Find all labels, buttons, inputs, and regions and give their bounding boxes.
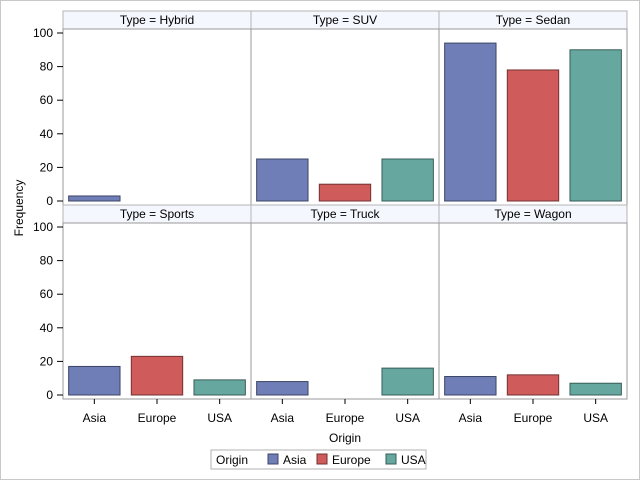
legend-title: Origin xyxy=(216,453,248,467)
panel: Type = Sports xyxy=(62,204,252,400)
panel: Type = Truck xyxy=(250,204,440,400)
y-tick-label: 100 xyxy=(33,26,53,40)
bar-usa xyxy=(193,379,246,396)
bar-asia xyxy=(256,381,309,396)
x-tick-label: Europe xyxy=(514,411,553,425)
legend: Origin Asia Europe USA xyxy=(210,449,427,470)
panel-plot-area xyxy=(62,28,252,206)
bar-usa xyxy=(569,49,622,202)
bar-europe xyxy=(506,69,560,202)
bar-asia xyxy=(68,365,121,396)
panel: Type = Sedan xyxy=(438,10,628,206)
bar-europe xyxy=(318,183,372,202)
panel: Type = SUV xyxy=(250,10,440,206)
y-axis-label: Frequency xyxy=(12,180,26,237)
panel: Type = Wagon xyxy=(438,204,628,400)
y-tick-label: 0 xyxy=(46,388,53,402)
x-tick-label: USA xyxy=(395,411,420,425)
x-tick-label: Asia xyxy=(271,411,295,425)
y-tick-label: 0 xyxy=(46,194,53,208)
bar-asia xyxy=(444,376,497,396)
bar-usa xyxy=(569,382,622,396)
x-axis-label: Origin xyxy=(329,431,361,445)
legend-swatch-usa xyxy=(385,453,397,465)
y-tick-label: 80 xyxy=(40,254,54,268)
bar-asia xyxy=(444,42,497,202)
panel: Type = Hybrid xyxy=(62,10,252,206)
y-tick-label: 20 xyxy=(40,354,54,368)
y-tick-label: 60 xyxy=(40,93,54,107)
panel-title: Type = Hybrid xyxy=(120,13,194,27)
x-tick-label: USA xyxy=(207,411,232,425)
panel-title: Type = Sports xyxy=(120,207,194,221)
bar-europe xyxy=(130,355,184,396)
panel-grid: Type = Hybrid Type = SUV Type = Sedan Type … xyxy=(62,10,628,400)
bar-asia xyxy=(68,195,121,202)
y-tick-label: 40 xyxy=(40,127,54,141)
x-axis: Asia Europe USA Asia Europe USA Asia Europe USA xyxy=(83,399,608,425)
x-tick-label: Asia xyxy=(83,411,107,425)
x-tick-label: Asia xyxy=(459,411,483,425)
bar-europe xyxy=(506,374,560,396)
x-tick-label: Europe xyxy=(326,411,365,425)
legend-entry: Asia xyxy=(283,453,307,467)
panel-title: Type = Wagon xyxy=(494,207,571,221)
x-tick-label: Europe xyxy=(138,411,177,425)
legend-swatch-asia xyxy=(267,453,279,465)
panel-title: Type = SUV xyxy=(313,13,377,27)
legend-swatch-europe xyxy=(316,453,328,465)
panel-title: Type = Truck xyxy=(310,207,380,221)
y-tick-label: 60 xyxy=(40,287,54,301)
panel-plot-area xyxy=(438,222,628,400)
y-tick-label: 40 xyxy=(40,321,54,335)
panel-title: Type = Sedan xyxy=(496,13,570,27)
legend-entry: USA xyxy=(401,453,426,467)
y-tick-label: 20 xyxy=(40,160,54,174)
bar-usa xyxy=(381,367,434,396)
y-axes: 0 20 40 60 80 100 0 20 40 60 80 100 xyxy=(33,26,63,402)
legend-entry: Europe xyxy=(332,453,371,467)
y-tick-label: 100 xyxy=(33,220,53,234)
y-tick-label: 80 xyxy=(40,60,54,74)
x-tick-label: USA xyxy=(583,411,608,425)
bar-asia xyxy=(256,158,309,202)
bar-usa xyxy=(381,158,434,202)
